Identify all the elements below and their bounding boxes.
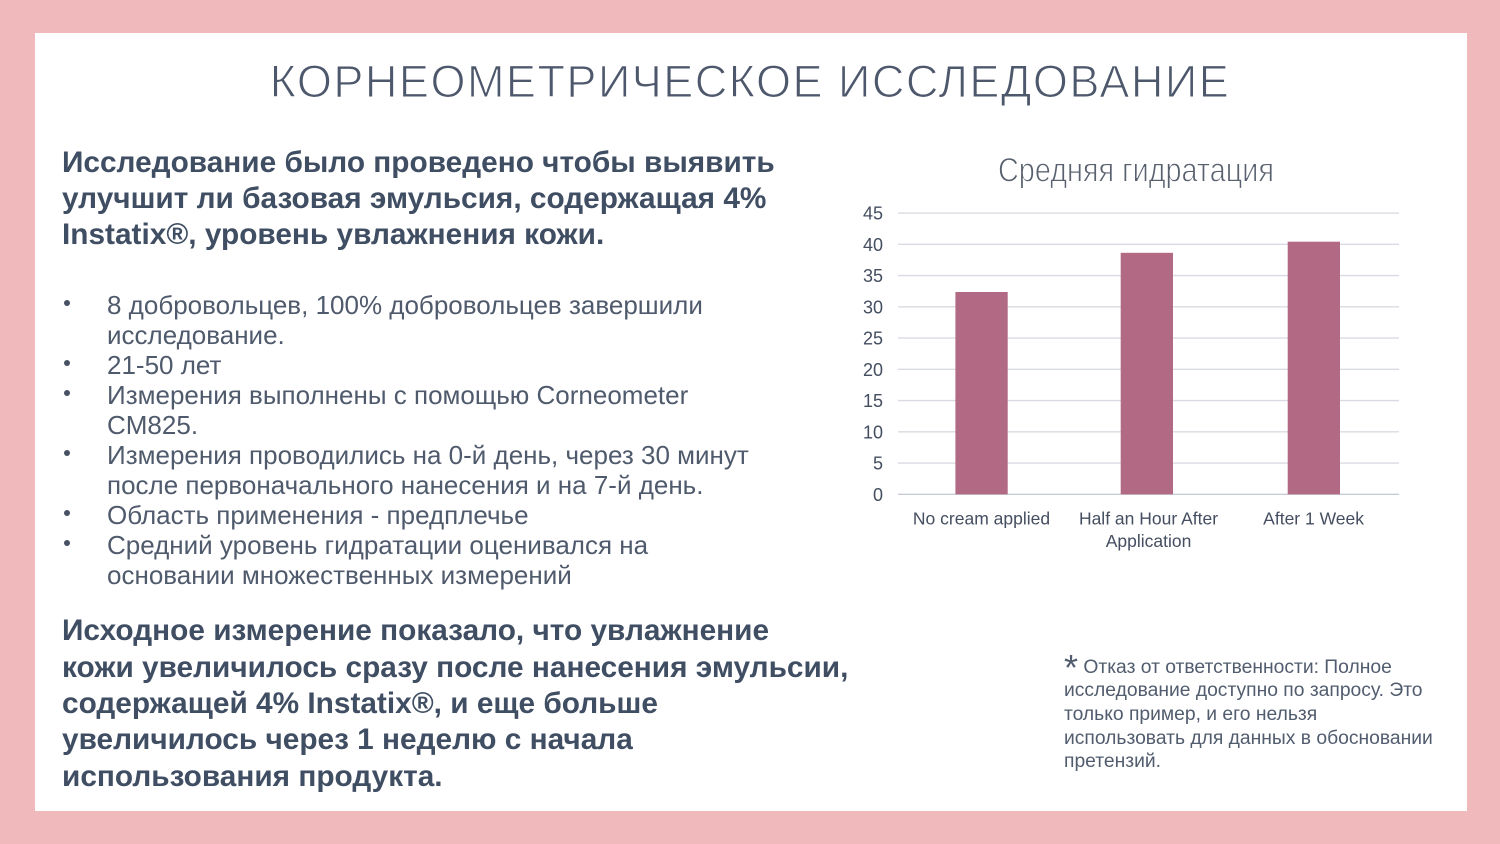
svg-text:Средняя гидратация: Средняя гидратация <box>998 152 1274 190</box>
svg-text:Half an Hour After: Half an Hour After <box>1079 508 1218 528</box>
svg-text:5: 5 <box>873 454 883 474</box>
svg-text:10: 10 <box>863 422 883 442</box>
svg-text:15: 15 <box>863 391 883 411</box>
svg-text:20: 20 <box>863 360 883 380</box>
svg-text:45: 45 <box>863 204 883 224</box>
svg-text:25: 25 <box>863 329 883 349</box>
svg-text:40: 40 <box>863 235 883 255</box>
svg-text:30: 30 <box>863 297 883 317</box>
svg-text:No cream applied: No cream applied <box>913 508 1050 528</box>
svg-text:After 1 Week: After 1 Week <box>1263 508 1364 528</box>
svg-text:Application: Application <box>1106 531 1192 551</box>
svg-text:0: 0 <box>873 485 883 505</box>
svg-text:35: 35 <box>863 266 883 286</box>
